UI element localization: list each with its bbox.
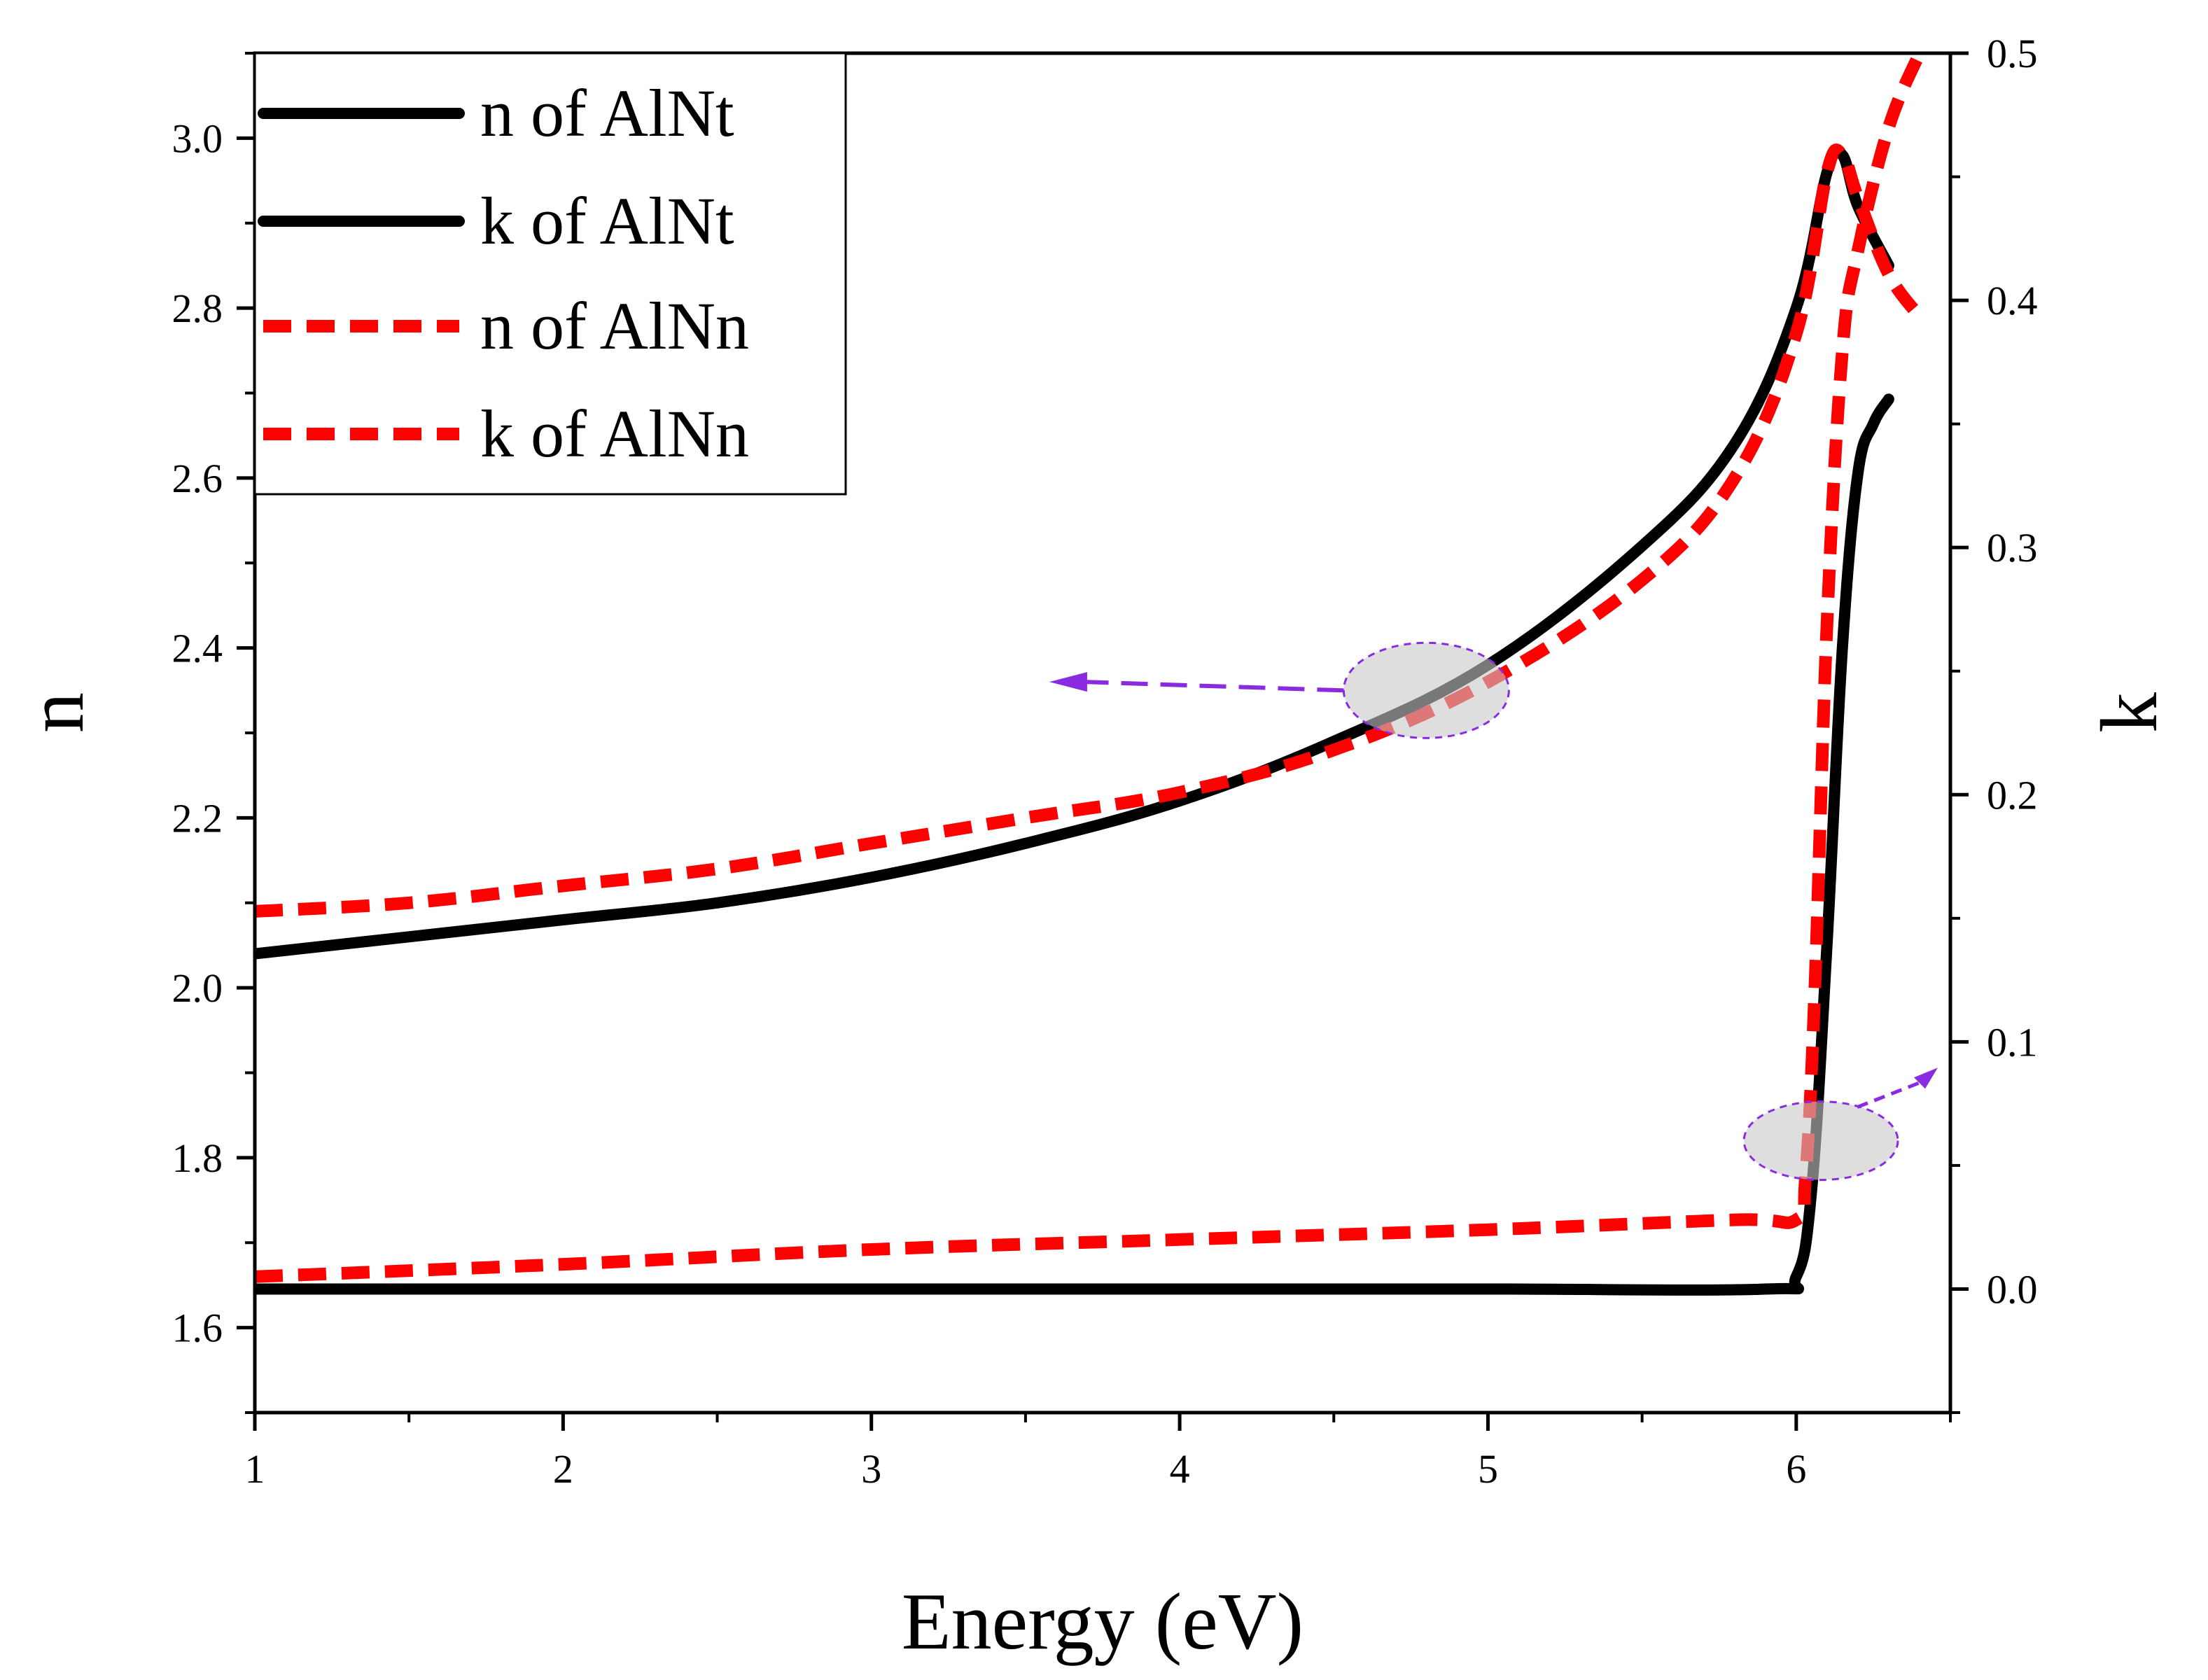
legend: n of AlNt k of AlNt n of AlNn k of AlNn xyxy=(253,52,847,496)
y-right-tick-label: 0.3 xyxy=(1987,525,2038,570)
arrowhead-right xyxy=(1913,1068,1938,1089)
x-tick-label: 6 xyxy=(1786,1446,1806,1492)
series-k-of-alnn xyxy=(255,53,1926,1283)
x-axis-title: Energy (eV) xyxy=(902,1577,1304,1667)
x-axis: 1 2 3 4 5 6 xyxy=(245,1413,1952,1492)
legend-label: n of AlNn xyxy=(480,288,749,363)
y-left-tick-label: 2.4 xyxy=(172,626,223,671)
legend-box xyxy=(253,52,847,496)
y-left-tick-label: 1.6 xyxy=(172,1306,223,1351)
series-n-of-alnn xyxy=(255,143,1925,918)
highlight-ellipse-n xyxy=(1342,641,1510,739)
x-tick-label: 4 xyxy=(1170,1446,1190,1492)
y-left-tick-label: 3.0 xyxy=(172,115,223,161)
highlight-ellipse-k xyxy=(1742,1100,1899,1182)
series-k-of-alnt xyxy=(255,393,1894,1296)
x-tick-label: 5 xyxy=(1478,1446,1498,1492)
legend-label: k of AlNn xyxy=(480,396,749,471)
y-left-tick-label: 2.6 xyxy=(172,456,223,501)
y-left-tick-label: 2.8 xyxy=(172,286,223,331)
arrowhead-left xyxy=(1049,672,1087,692)
y-right-tick-label: 0.0 xyxy=(1987,1266,2038,1312)
y-right-tick-label: 0.4 xyxy=(1987,278,2038,323)
legend-label: n of AlNt xyxy=(480,76,734,150)
series-n-of-alnt xyxy=(255,145,1894,960)
y-axis-right: 0.0 0.1 0.2 0.3 0.4 0.5 xyxy=(1950,31,2038,1414)
y-left-tick-label: 2.0 xyxy=(172,965,223,1011)
y-axis-left-title: n xyxy=(11,692,101,733)
y-left-tick-label: 1.8 xyxy=(172,1135,223,1181)
y-axis-right-title: k xyxy=(2085,692,2174,733)
y-right-tick-label: 0.5 xyxy=(1987,31,2038,76)
x-tick-label: 3 xyxy=(861,1446,881,1492)
y-axis-left: 1.6 1.8 2.0 2.2 2.4 2.6 2.8 3.0 xyxy=(172,52,255,1414)
arrow-to-right-axis xyxy=(1857,1079,1923,1109)
y-right-tick-label: 0.1 xyxy=(1987,1019,2038,1065)
y-right-tick-label: 0.2 xyxy=(1987,772,2038,818)
y-left-tick-label: 2.2 xyxy=(172,795,223,841)
x-tick-label: 2 xyxy=(553,1446,573,1492)
arrow-to-left-axis xyxy=(1084,680,1344,693)
x-tick-label: 1 xyxy=(245,1446,265,1492)
legend-label: k of AlNt xyxy=(480,183,734,258)
